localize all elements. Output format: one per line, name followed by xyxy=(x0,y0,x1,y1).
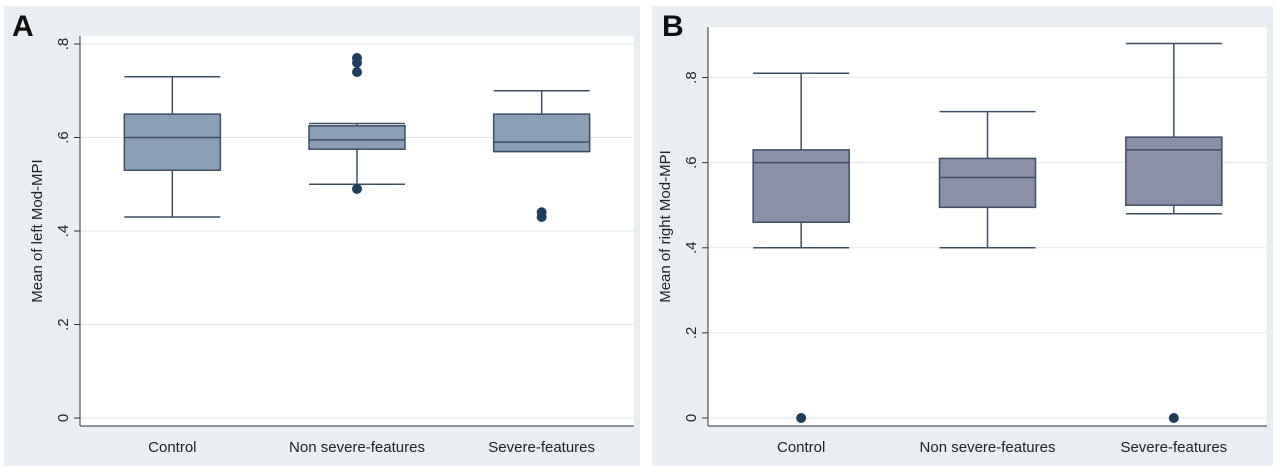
x-category-label: Control xyxy=(148,439,196,456)
outlier-point xyxy=(352,183,362,194)
y-tick-label: .4 xyxy=(683,242,700,255)
panel-b-chart: 0 .2 .4 .6 .8 Mean of right Mod-MPI Control Non… xyxy=(657,27,1267,456)
box xyxy=(938,157,1037,209)
y-tick-label: .6 xyxy=(683,156,700,169)
x-category-label: Non severe-features xyxy=(289,439,425,456)
panel-a-label: A xyxy=(12,10,34,43)
y-tick-label: 0 xyxy=(55,414,72,422)
y-axis-title: Mean of left Mod-MPI xyxy=(29,159,46,302)
outlier-point xyxy=(536,207,547,218)
outlier-point xyxy=(352,67,362,78)
panel-b: B 0 .2 .4 .6 .8 Mean of right Mod-MPI Control N… xyxy=(652,6,1273,466)
outlier-point xyxy=(796,413,807,423)
x-category-label: Severe-features xyxy=(1120,439,1227,456)
x-category-label: Non severe-features xyxy=(920,439,1056,456)
y-axis-title: Mean of right Mod-MPI xyxy=(657,150,674,303)
panel-a-chart: 0 .2 .4 .6 .8 Mean of left Mod-MPI Control Non … xyxy=(29,36,634,456)
outlier-point xyxy=(352,53,362,64)
panel-a: A 0 .2 .4 .6 .8 Mean of left Mod-MPI Control No… xyxy=(4,6,640,466)
y-tick-label: .8 xyxy=(683,71,700,84)
y-tick-label: .2 xyxy=(683,327,700,340)
y-tick-label: .6 xyxy=(55,131,72,144)
y-tick-label: .2 xyxy=(55,318,72,331)
box xyxy=(123,113,222,171)
box xyxy=(1125,136,1223,206)
y-tick-label: .8 xyxy=(55,38,72,51)
outlier-point xyxy=(1168,413,1179,423)
box xyxy=(752,149,850,223)
panel-b-label: B xyxy=(662,10,684,43)
x-category-label: Control xyxy=(777,439,825,456)
y-tick-label: 0 xyxy=(683,414,700,422)
y-tick-label: .4 xyxy=(55,225,72,238)
box xyxy=(492,113,591,153)
x-category-label: Severe-features xyxy=(488,439,595,456)
box xyxy=(308,125,406,150)
